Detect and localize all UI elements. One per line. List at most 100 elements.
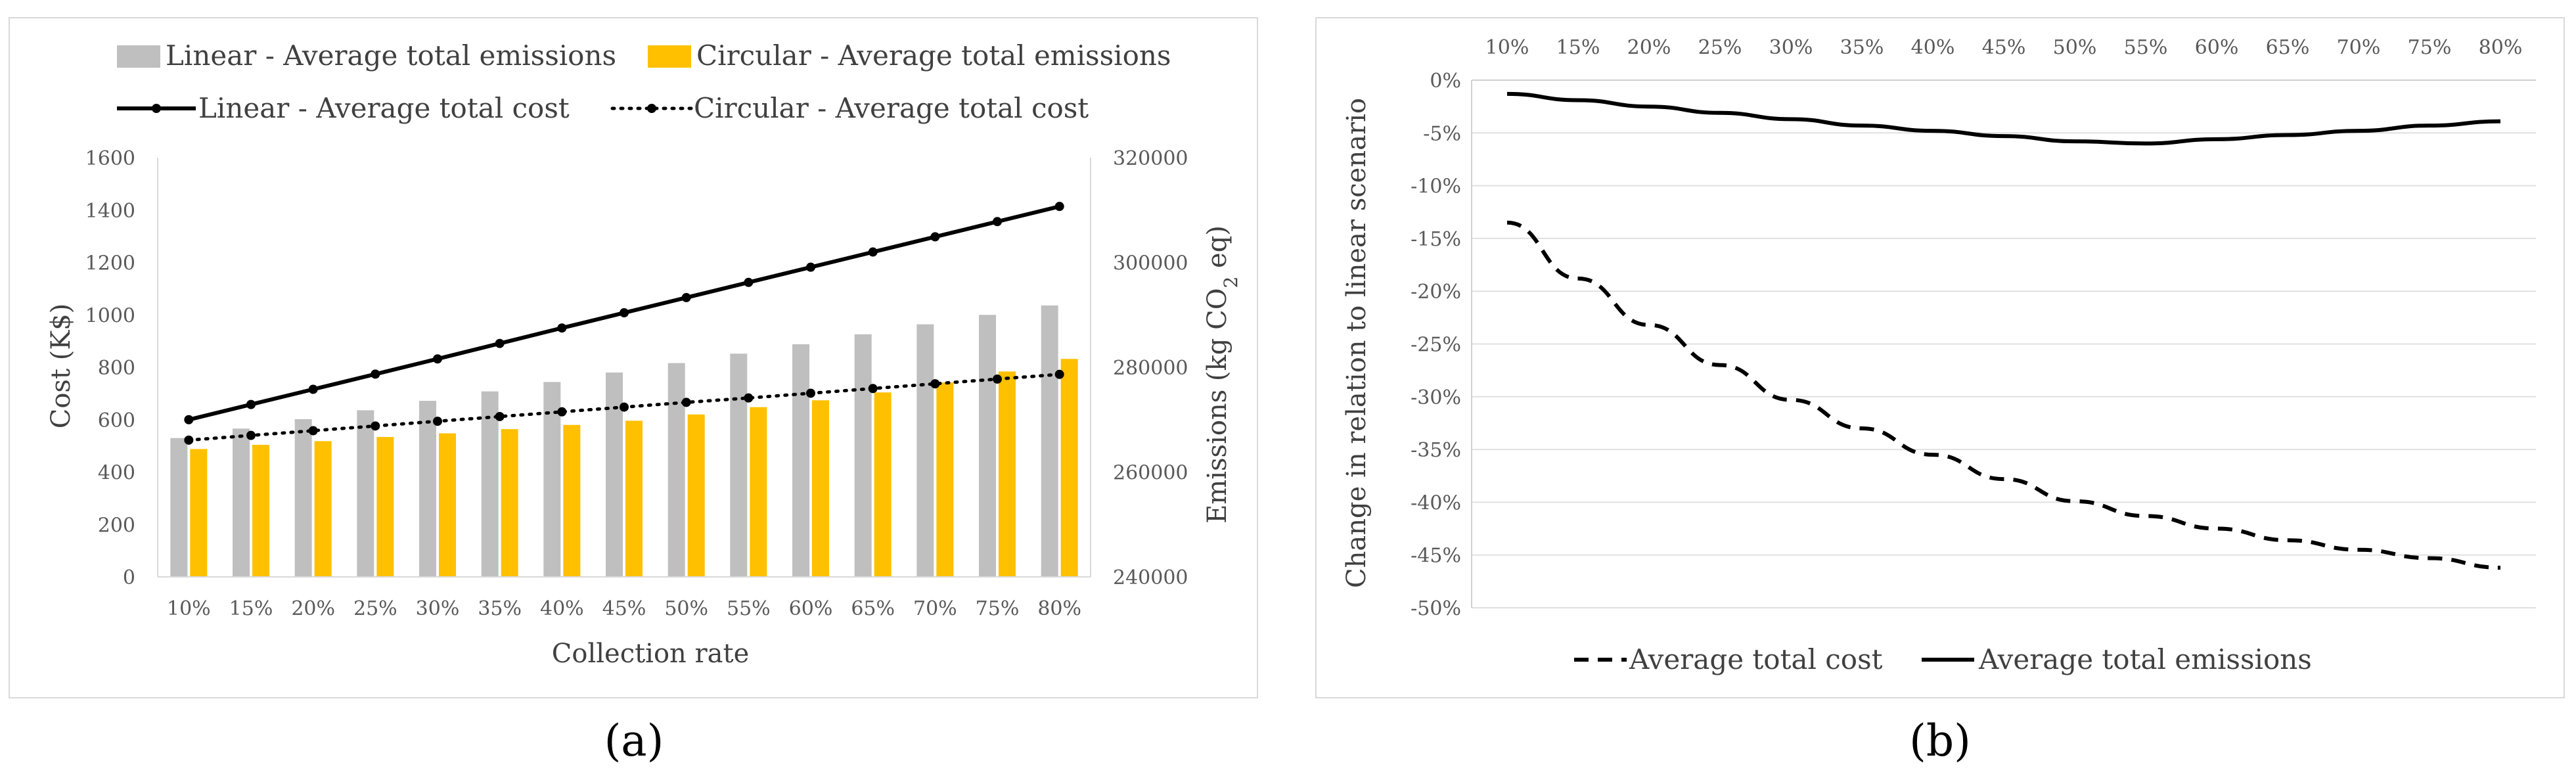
- panel-b-gridlines: [1472, 132, 2536, 608]
- a-point-circular-cost: [744, 393, 754, 403]
- a-bar-linear-emissions: [170, 438, 188, 577]
- a-point-circular-cost: [620, 402, 629, 412]
- b-xtick-label: 15%: [1556, 36, 1600, 59]
- a-point-linear-cost: [246, 399, 256, 409]
- a-point-linear-cost: [868, 247, 878, 257]
- a-legend-label: Circular - Average total emissions: [696, 39, 1171, 72]
- a-bar-linear-emissions: [667, 363, 685, 577]
- a-bar-linear-emissions: [233, 428, 250, 577]
- a-bar-circular-emissions: [252, 445, 269, 577]
- a-point-circular-cost: [1054, 369, 1064, 379]
- b-xtick-label: 80%: [2479, 36, 2523, 59]
- a-bar-linear-emissions: [792, 344, 809, 577]
- a-ytick-label: 600: [98, 409, 135, 432]
- a-point-linear-cost: [744, 277, 754, 287]
- a-bar-linear-emissions: [730, 353, 748, 577]
- a-point-linear-cost: [308, 384, 318, 394]
- a-xtick-label: 55%: [727, 597, 771, 620]
- panel-a-caption: (a): [604, 716, 664, 766]
- panel-b-legend: Average total cost Average total emission…: [1574, 643, 2312, 675]
- a-xtick-label: 75%: [976, 597, 1020, 620]
- b-legend-label-emissions: Average total emissions: [1978, 643, 2312, 675]
- a-bar-circular-emissions: [1060, 359, 1078, 577]
- b-legend-label-cost: Average total cost: [1629, 643, 1883, 675]
- a-bar-circular-emissions: [936, 382, 954, 577]
- a-ytick-label: 1400: [85, 200, 135, 223]
- a-legend-label: Linear - Average total emissions: [166, 39, 616, 72]
- a-point-circular-cost: [930, 379, 940, 389]
- a-xtick-label: 10%: [167, 597, 211, 620]
- a-y2tick-label: 280000: [1113, 357, 1188, 380]
- a-bar-circular-emissions: [625, 421, 643, 577]
- panel-a-axes: 0 200 400 600 800 1000 1200 1400 1600 240000 26000…: [85, 147, 1188, 620]
- a-bar-linear-emissions: [357, 410, 374, 577]
- panel-b-frame: [1315, 17, 2565, 698]
- b-xtick-label: 55%: [2124, 36, 2168, 59]
- a-bar-linear-emissions: [481, 391, 499, 577]
- a-point-linear-cost: [433, 354, 442, 364]
- a-point-linear-cost: [371, 369, 380, 379]
- a-bar-linear-emissions: [294, 419, 312, 577]
- b-ytick-label: -20%: [1411, 281, 1461, 304]
- a-bar-circular-emissions: [812, 400, 829, 577]
- a-bar-linear-emissions: [419, 401, 436, 577]
- a-point-circular-cost: [495, 411, 505, 421]
- a-xtick-label: 40%: [540, 597, 584, 620]
- a-ytick-label: 200: [98, 514, 135, 537]
- b-ytick-label: -35%: [1411, 439, 1461, 462]
- a-point-linear-cost: [495, 338, 505, 348]
- panel-b-yaxis-title: Change in relation to linear scenario: [1342, 98, 1372, 588]
- a-bar-circular-emissions: [314, 441, 332, 577]
- a-bar-circular-emissions: [439, 433, 456, 577]
- b-ytick-label: -15%: [1411, 228, 1461, 251]
- a-ytick-label: 1600: [85, 147, 135, 170]
- a-point-linear-cost: [993, 217, 1002, 227]
- a-ytick-label: 1000: [85, 304, 135, 327]
- b-xtick-label: 50%: [2053, 36, 2097, 59]
- a-point-circular-cost: [681, 398, 691, 407]
- a-xtick-label: 20%: [291, 597, 335, 620]
- a-bar-linear-emissions: [979, 315, 996, 577]
- b-ytick-label: -10%: [1411, 175, 1461, 198]
- b-xtick-label: 10%: [1485, 36, 1529, 59]
- a-bar-circular-emissions: [874, 392, 892, 577]
- a-xtick-label: 35%: [478, 597, 522, 620]
- b-line-emissions: [1506, 91, 2501, 146]
- b-xtick-label: 20%: [1627, 36, 1671, 59]
- b-xtick-label: 70%: [2337, 36, 2381, 59]
- b-ytick-label: -50%: [1411, 597, 1461, 620]
- b-ytick-label: 0%: [1430, 70, 1461, 93]
- a-legend-swatch: [117, 45, 160, 68]
- a-legend-swatch: [648, 45, 691, 68]
- a-xtick-label: 70%: [913, 597, 957, 620]
- y2-title-main: Emissions (kg CO: [1202, 288, 1232, 524]
- a-point-circular-cost: [868, 384, 878, 394]
- a-xtick-label: 80%: [1037, 597, 1081, 620]
- y2-title-tail: eq): [1202, 225, 1232, 277]
- a-point-linear-cost: [1054, 202, 1064, 212]
- a-point-circular-cost: [184, 435, 194, 445]
- a-bar-linear-emissions: [916, 324, 934, 577]
- panel-a-xaxis-title: Collection rate: [552, 639, 750, 669]
- a-point-linear-cost: [620, 308, 629, 318]
- a-xtick-label: 60%: [789, 597, 833, 620]
- a-point-linear-cost: [557, 323, 567, 333]
- a-bar-circular-emissions: [376, 437, 394, 577]
- a-bar-circular-emissions: [190, 449, 208, 577]
- a-bar-circular-emissions: [563, 424, 581, 577]
- panel-a-lines: [184, 202, 1064, 445]
- b-line-cost: [1506, 220, 2501, 570]
- a-bar-linear-emissions: [1041, 305, 1058, 577]
- a-point-circular-cost: [993, 374, 1002, 384]
- a-point-linear-cost: [681, 292, 691, 302]
- b-xtick-label: 45%: [1982, 36, 2026, 59]
- a-ytick-label: 800: [98, 357, 135, 380]
- a-point-circular-cost: [557, 407, 567, 417]
- a-point-circular-cost: [371, 421, 380, 431]
- a-bar-linear-emissions: [606, 372, 623, 577]
- b-xtick-label: 60%: [2195, 36, 2239, 59]
- a-point-circular-cost: [433, 417, 442, 426]
- b-ytick-label: -25%: [1411, 334, 1461, 357]
- b-xtick-label: 35%: [1840, 36, 1884, 59]
- a-legend-marker: [647, 104, 656, 113]
